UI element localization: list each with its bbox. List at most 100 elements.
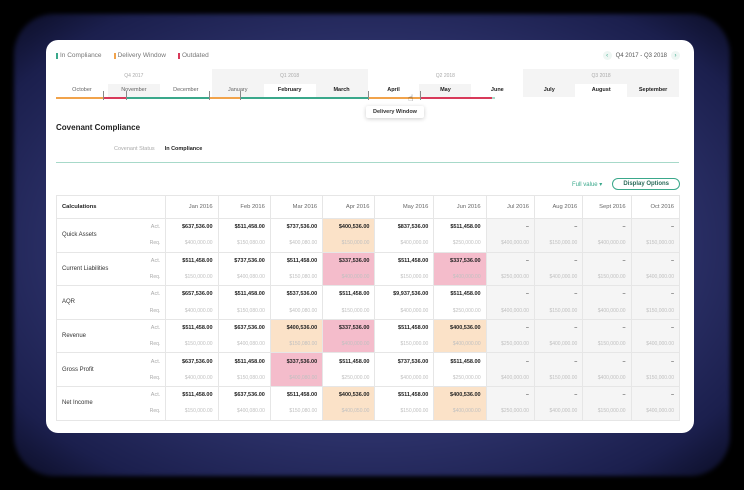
act-value-cell[interactable]: $511,458.00 bbox=[322, 352, 376, 370]
act-value-cell[interactable]: – bbox=[630, 218, 681, 236]
req-value-cell[interactable]: $400,000.00 bbox=[374, 235, 435, 253]
act-value-cell[interactable]: $637,536.00 bbox=[165, 218, 219, 236]
req-value-cell[interactable]: $150,000.00 bbox=[630, 235, 681, 253]
req-value-cell[interactable]: $250,000.00 bbox=[485, 336, 535, 354]
act-value-cell[interactable]: $737,536.00 bbox=[217, 251, 271, 269]
req-value-cell[interactable]: $400,000.00 bbox=[533, 336, 584, 354]
req-value-cell[interactable]: $400,000.00 bbox=[374, 369, 435, 387]
month-may[interactable]: May bbox=[419, 84, 472, 97]
req-value-cell[interactable]: $150,000.00 bbox=[165, 336, 219, 354]
act-value-cell[interactable]: – bbox=[485, 385, 535, 404]
act-value-cell[interactable]: $511,458.00 bbox=[433, 218, 487, 236]
req-value-cell[interactable]: $150,080.00 bbox=[217, 302, 271, 320]
req-value-cell[interactable]: $150,000.00 bbox=[533, 369, 584, 387]
req-value-cell[interactable]: $150,000.00 bbox=[582, 268, 632, 287]
act-value-cell[interactable]: $511,458.00 bbox=[374, 318, 435, 337]
req-value-cell[interactable]: $250,000.00 bbox=[485, 403, 535, 421]
req-value-cell[interactable]: $150,080.00 bbox=[217, 369, 271, 387]
display-options-button[interactable]: Display Options bbox=[612, 178, 680, 190]
req-value-cell[interactable]: $400,000.00 bbox=[582, 235, 632, 253]
req-value-cell[interactable]: $400,000.00 bbox=[582, 302, 632, 320]
req-value-cell[interactable]: $250,000.00 bbox=[433, 235, 487, 253]
act-value-cell[interactable]: $511,458.00 bbox=[269, 251, 324, 269]
act-value-cell[interactable]: $511,458.00 bbox=[322, 285, 376, 303]
month-october[interactable]: October bbox=[72, 87, 92, 93]
month-december[interactable]: December bbox=[173, 87, 199, 93]
act-value-cell[interactable]: $511,458.00 bbox=[433, 352, 487, 370]
act-value-cell[interactable]: $511,458.00 bbox=[269, 385, 324, 404]
act-value-cell[interactable]: $657,536.00 bbox=[165, 285, 219, 303]
month-february[interactable]: February bbox=[263, 84, 316, 97]
req-value-cell[interactable]: $400,000.00 bbox=[533, 268, 584, 287]
act-value-cell[interactable]: – bbox=[485, 318, 535, 337]
month-april[interactable]: April bbox=[387, 87, 400, 93]
act-value-cell[interactable]: – bbox=[582, 385, 632, 404]
act-value-cell[interactable]: – bbox=[485, 285, 535, 303]
act-value-cell[interactable]: – bbox=[630, 385, 681, 404]
act-value-cell[interactable]: $637,536.00 bbox=[217, 318, 271, 337]
month-march[interactable]: March bbox=[315, 84, 368, 97]
req-value-cell[interactable]: $400,080.00 bbox=[269, 235, 324, 253]
req-value-cell[interactable]: $400,000.00 bbox=[322, 268, 376, 287]
act-value-cell[interactable]: $9,937,536.00 bbox=[374, 285, 435, 303]
req-value-cell[interactable]: $250,000.00 bbox=[485, 268, 535, 287]
month-august[interactable]: August bbox=[575, 84, 628, 97]
req-value-cell[interactable]: $400,000.00 bbox=[322, 336, 376, 354]
act-value-cell[interactable]: $511,458.00 bbox=[165, 251, 219, 269]
req-value-cell[interactable]: $150,000.00 bbox=[322, 235, 376, 253]
req-value-cell[interactable]: $400,000.00 bbox=[485, 235, 535, 253]
act-value-cell[interactable]: $637,536.00 bbox=[165, 352, 219, 370]
act-value-cell[interactable]: $511,458.00 bbox=[217, 352, 271, 370]
act-value-cell[interactable]: $337,536.00 bbox=[322, 251, 376, 269]
req-value-cell[interactable]: $150,000.00 bbox=[165, 268, 219, 287]
req-value-cell[interactable]: $400,080.00 bbox=[269, 302, 324, 320]
req-value-cell[interactable]: $150,080.00 bbox=[269, 336, 324, 354]
act-value-cell[interactable]: $400,536.00 bbox=[433, 318, 487, 337]
act-value-cell[interactable]: $400,536.00 bbox=[322, 385, 376, 404]
req-value-cell[interactable]: $400,080.00 bbox=[217, 336, 271, 354]
req-value-cell[interactable]: $250,000.00 bbox=[322, 369, 376, 387]
req-value-cell[interactable]: $400,000.00 bbox=[165, 235, 219, 253]
req-value-cell[interactable]: $150,000.00 bbox=[322, 302, 376, 320]
act-value-cell[interactable]: $837,536.00 bbox=[374, 218, 435, 236]
act-value-cell[interactable]: – bbox=[582, 318, 632, 337]
act-value-cell[interactable]: – bbox=[533, 385, 584, 404]
req-value-cell[interactable]: $150,000.00 bbox=[533, 302, 584, 320]
req-value-cell[interactable]: $150,080.00 bbox=[269, 403, 324, 421]
req-value-cell[interactable]: $150,000.00 bbox=[582, 336, 632, 354]
month-july[interactable]: July bbox=[523, 84, 576, 97]
req-value-cell[interactable]: $400,080.00 bbox=[269, 369, 324, 387]
req-value-cell[interactable]: $400,050.00 bbox=[322, 403, 376, 421]
month-september[interactable]: September bbox=[627, 84, 680, 97]
req-value-cell[interactable]: $400,000.00 bbox=[433, 403, 487, 421]
req-value-cell[interactable]: $400,000.00 bbox=[433, 268, 487, 287]
act-value-cell[interactable]: $511,458.00 bbox=[165, 385, 219, 404]
act-value-cell[interactable]: – bbox=[582, 251, 632, 269]
req-value-cell[interactable]: $400,000.00 bbox=[165, 302, 219, 320]
chevron-left-icon[interactable]: ‹ bbox=[602, 51, 612, 60]
act-value-cell[interactable]: $400,536.00 bbox=[322, 218, 376, 236]
req-value-cell[interactable]: $400,000.00 bbox=[630, 268, 681, 287]
act-value-cell[interactable]: – bbox=[485, 218, 535, 236]
req-value-cell[interactable]: $400,080.00 bbox=[217, 268, 271, 287]
act-value-cell[interactable]: – bbox=[630, 352, 681, 370]
act-value-cell[interactable]: $537,536.00 bbox=[269, 285, 324, 303]
act-value-cell[interactable]: $511,458.00 bbox=[165, 318, 219, 337]
act-value-cell[interactable]: – bbox=[582, 218, 632, 236]
full-value-dropdown[interactable]: Full value ▾ bbox=[571, 181, 603, 188]
act-value-cell[interactable]: $637,536.00 bbox=[217, 385, 271, 404]
req-value-cell[interactable]: $250,000.00 bbox=[433, 302, 487, 320]
act-value-cell[interactable]: $337,536.00 bbox=[269, 352, 324, 370]
act-value-cell[interactable]: $511,458.00 bbox=[217, 285, 271, 303]
req-value-cell[interactable]: $400,000.00 bbox=[582, 369, 632, 387]
req-value-cell[interactable]: $150,000.00 bbox=[374, 268, 435, 287]
req-value-cell[interactable]: $150,000.00 bbox=[582, 403, 632, 421]
act-value-cell[interactable]: – bbox=[485, 251, 535, 269]
act-value-cell[interactable]: $737,536.00 bbox=[374, 352, 435, 370]
req-value-cell[interactable]: $400,000.00 bbox=[433, 336, 487, 354]
req-value-cell[interactable]: $150,000.00 bbox=[165, 403, 219, 421]
act-value-cell[interactable]: – bbox=[533, 352, 584, 370]
act-value-cell[interactable]: – bbox=[630, 285, 681, 303]
req-value-cell[interactable]: $400,000.00 bbox=[533, 403, 584, 421]
act-value-cell[interactable]: – bbox=[582, 285, 632, 303]
